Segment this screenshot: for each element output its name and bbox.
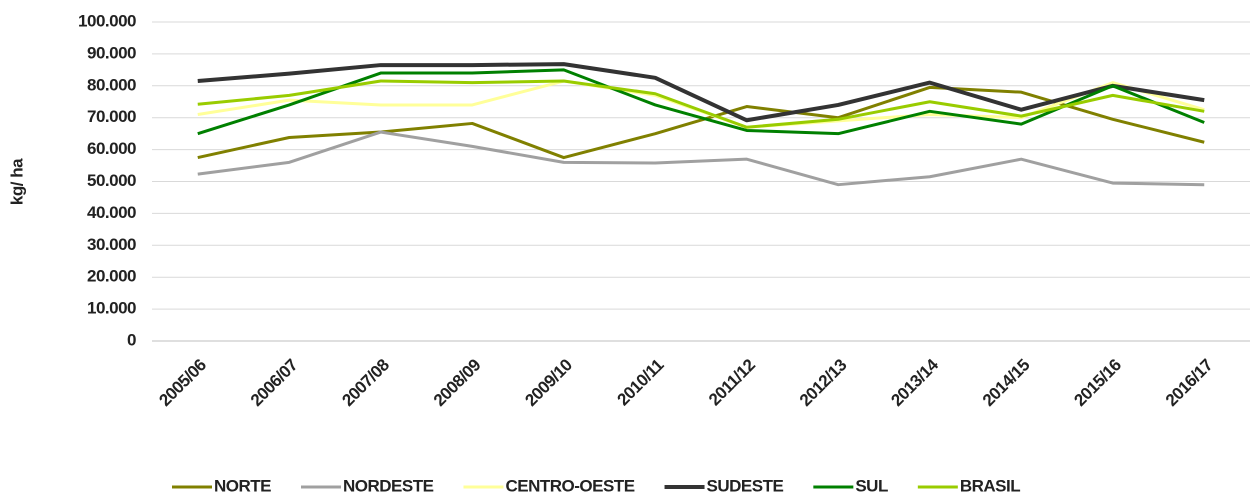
x-tick-label: 2011/12 [705,356,759,410]
legend-label: SUL [855,476,888,495]
x-tick-label: 2007/08 [338,356,392,410]
y-tick-label: 60.000 [87,139,136,158]
legend-label: SUDESTE [707,476,784,495]
y-tick-label: 10.000 [87,299,136,318]
series-line [197,130,1205,187]
series-line [197,85,1205,160]
legend-label: NORTE [214,476,271,495]
x-tick-label: 2005/06 [155,356,209,410]
x-tick-label: 2009/10 [521,356,575,410]
y-tick-label: 100.000 [78,11,136,30]
series-line [197,68,1205,136]
y-tick-label: 30.000 [87,235,136,254]
y-tick-label: 40.000 [87,203,136,222]
y-tick-label: 80.000 [87,75,136,94]
y-tick-label: 0 [127,330,136,349]
series-line [197,79,1205,129]
x-tick-label: 2015/16 [1070,356,1124,410]
series-line [197,62,1205,123]
x-tick-label: 2012/13 [796,356,850,410]
x-tick-label: 2010/11 [613,356,667,410]
x-tick-label: 2014/15 [979,356,1033,410]
x-tick-label: 2013/14 [887,355,942,410]
y-tick-label: 50.000 [87,171,136,190]
y-axis-title: kg/ ha [7,158,26,205]
x-tick-label: 2016/17 [1162,356,1216,410]
x-tick-label: 2006/07 [247,356,301,410]
y-tick-label: 70.000 [87,107,136,126]
legend-label: BRASIL [960,476,1020,495]
legend-label: NORDESTE [343,476,434,495]
legend-label: CENTRO-OESTE [505,476,634,495]
y-tick-label: 20.000 [87,267,136,286]
y-tick-label: 90.000 [87,43,136,62]
x-tick-label: 2008/09 [430,356,484,410]
